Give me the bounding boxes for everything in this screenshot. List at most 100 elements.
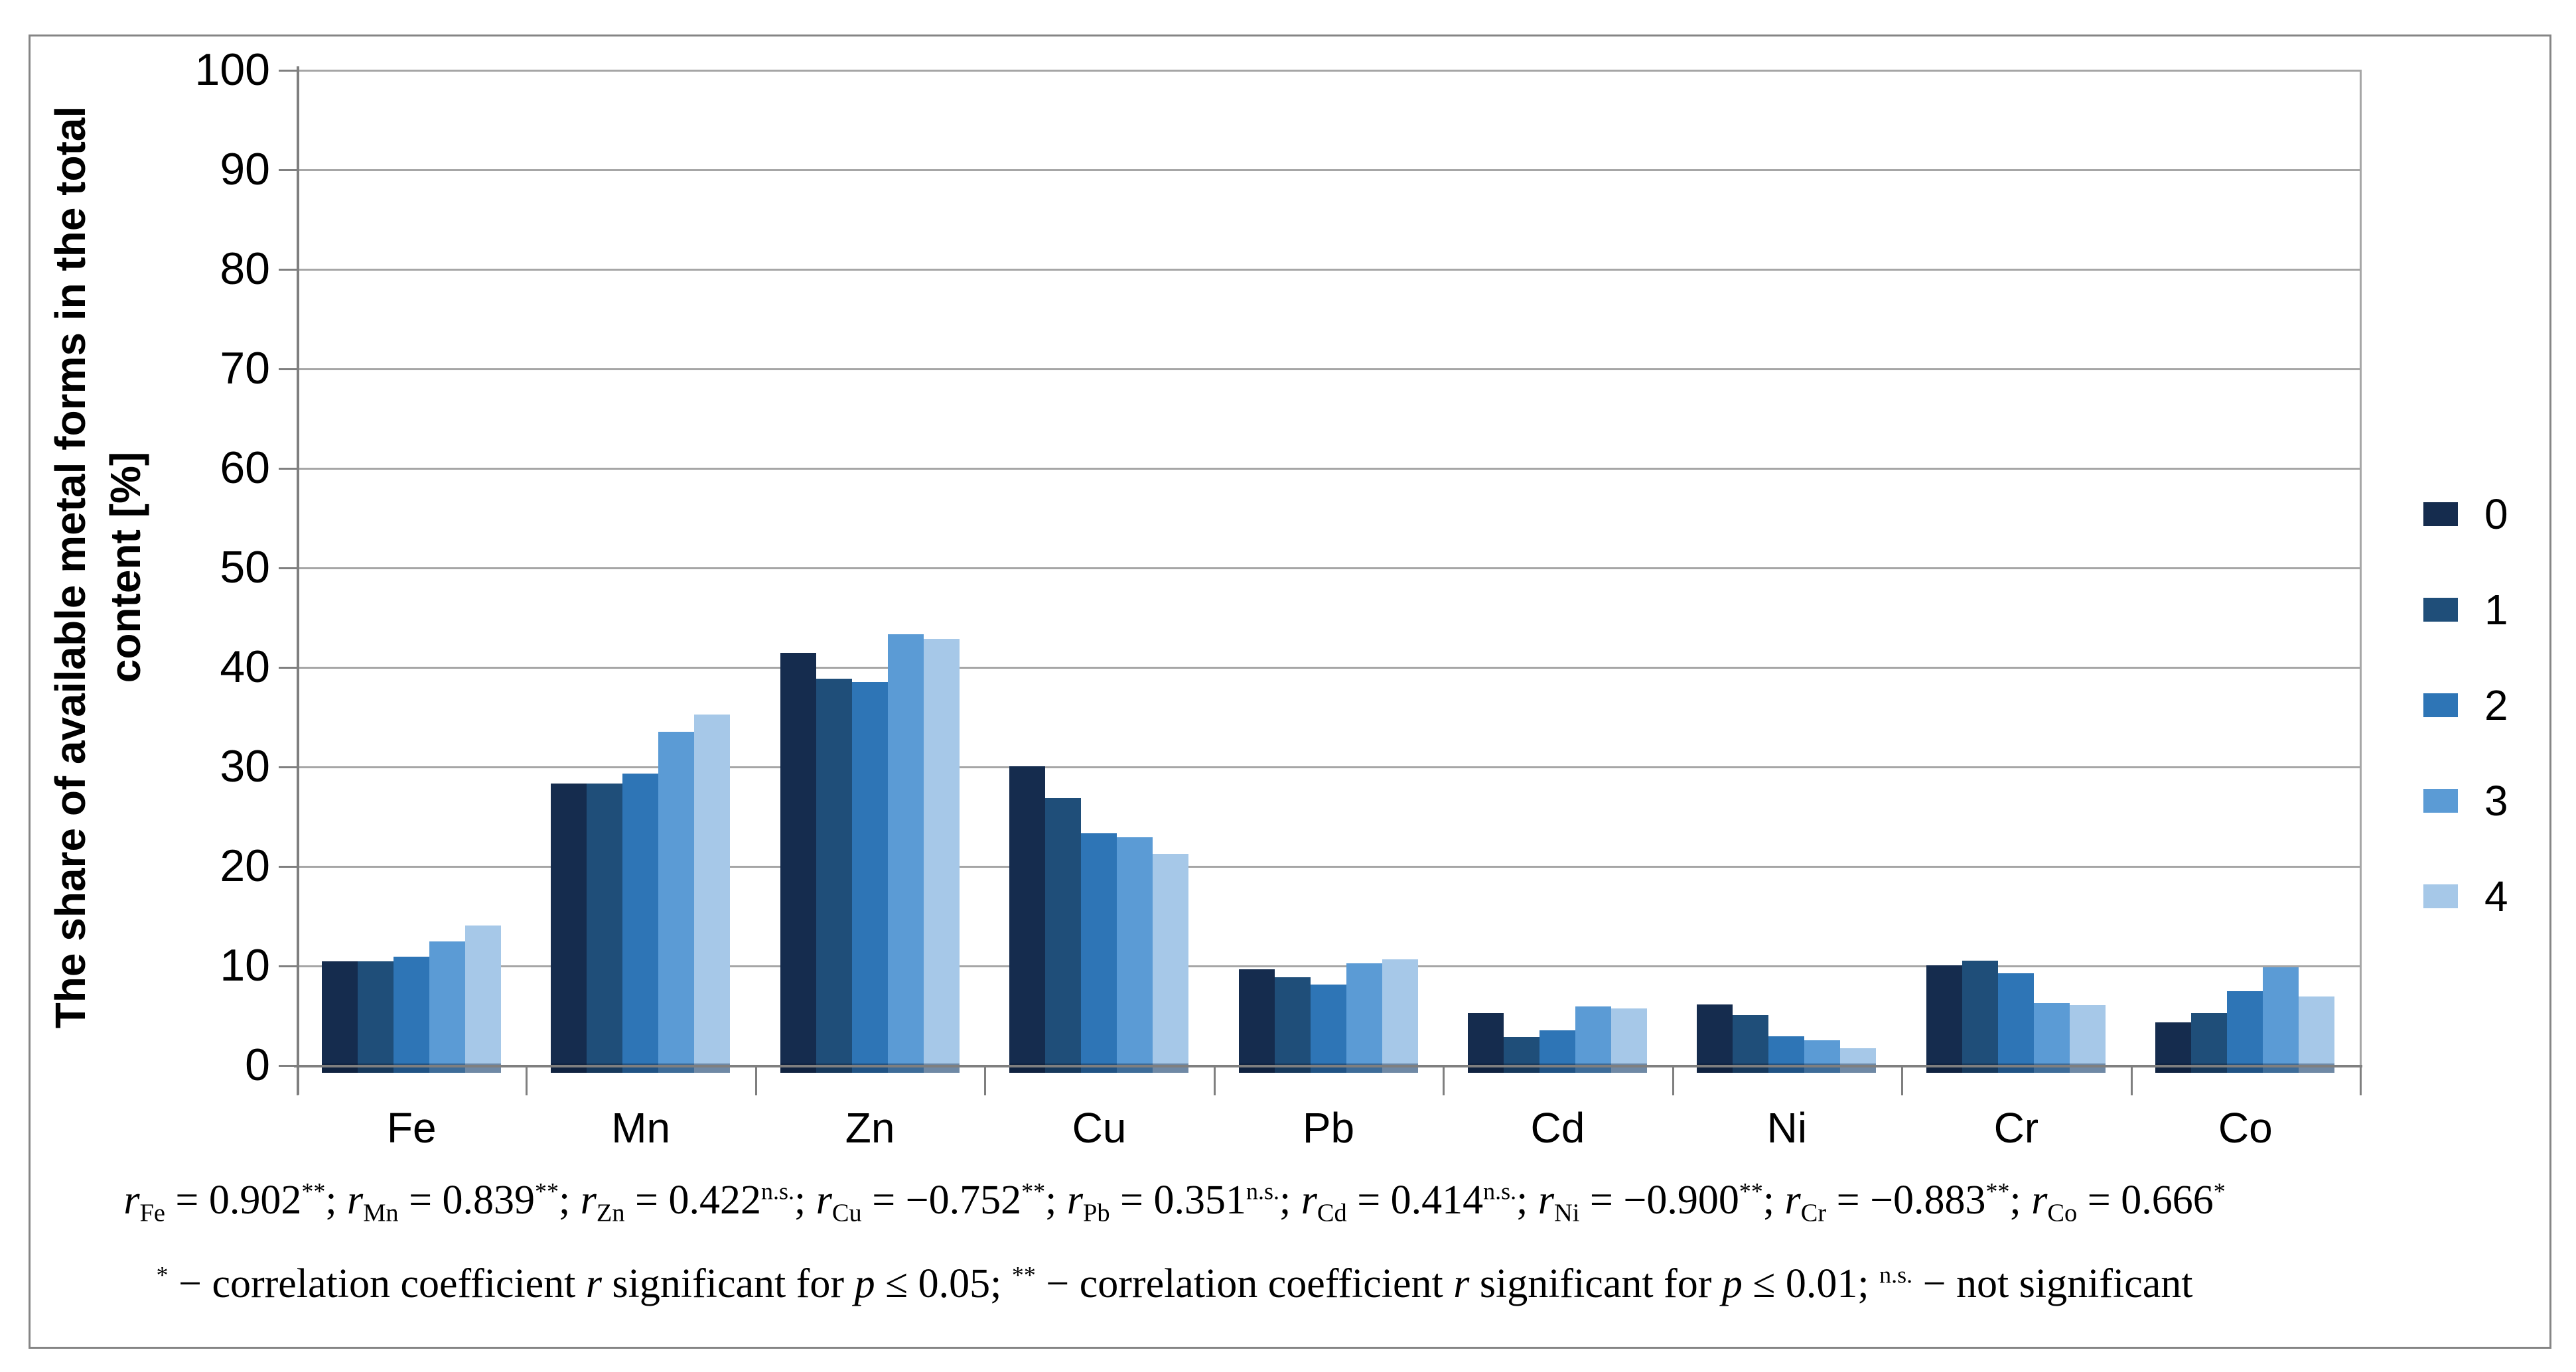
legend-item-3: 3 — [2423, 777, 2508, 825]
y-tick-label-90: 90 — [220, 144, 270, 194]
x-tick-5 — [1443, 1065, 1445, 1095]
legend-item-1: 1 — [2423, 586, 2508, 634]
x-tick-4 — [1213, 1065, 1216, 1095]
italic-symbol: p — [1721, 1261, 1743, 1306]
x-tick-3 — [984, 1065, 987, 1095]
bar-Mn-series3 — [658, 731, 695, 1073]
legend-swatch-0 — [2423, 502, 2458, 526]
bar-Cu-series3 — [1117, 837, 1153, 1073]
y-tick-40 — [279, 667, 297, 669]
gridline-40 — [297, 667, 2360, 669]
bar-Ni-series4 — [1840, 1048, 1877, 1073]
bar-Co-series2 — [2227, 991, 2263, 1073]
r-subscript-Mn: Mn — [363, 1199, 399, 1227]
y-tick-label-20: 20 — [220, 841, 270, 891]
y-tick-20 — [279, 866, 297, 868]
bar-Co-series1 — [2191, 1013, 2228, 1073]
y-tick-label-50: 50 — [220, 542, 270, 592]
bar-Fe-series4 — [465, 926, 501, 1073]
gridline-30 — [297, 766, 2360, 768]
x-label-Fe: Fe — [386, 1104, 437, 1152]
r-symbol: r — [1784, 1178, 1801, 1223]
legend-item-0: 0 — [2423, 490, 2508, 538]
bar-Zn-series3 — [887, 634, 924, 1073]
significance-mark-Mn: ** — [535, 1178, 559, 1205]
x-label-Ni: Ni — [1766, 1104, 1808, 1152]
bar-Pb-series1 — [1274, 977, 1311, 1073]
significance-mark-Ni: ** — [1739, 1178, 1763, 1205]
x-tick-6 — [1672, 1065, 1674, 1095]
bar-Pb-series3 — [1346, 963, 1382, 1073]
bar-Cu-series1 — [1045, 798, 1082, 1073]
legend-label-4: 4 — [2484, 872, 2508, 920]
y-tick-30 — [279, 766, 297, 768]
bar-Zn-series0 — [780, 653, 816, 1073]
legend-label-1: 1 — [2484, 586, 2508, 634]
footnote-correlations: rFe = 0.902**; rMn = 0.839**; rZn = 0.42… — [123, 1178, 2226, 1227]
bar-Mn-series2 — [622, 773, 659, 1073]
plot-right-border — [2360, 70, 2362, 1065]
y-tick-60 — [279, 468, 297, 470]
r-symbol: r — [816, 1178, 832, 1223]
r-symbol: r — [123, 1178, 140, 1223]
bar-Co-series3 — [2263, 967, 2299, 1073]
significance-key-mark: * — [156, 1261, 169, 1288]
bar-Zn-series2 — [851, 681, 888, 1073]
y-tick-label-0: 0 — [245, 1040, 270, 1090]
y-tick-70 — [279, 368, 297, 370]
bar-Cr-series0 — [1926, 965, 1962, 1073]
bar-Fe-series0 — [321, 961, 358, 1073]
x-label-Cd: Cd — [1530, 1104, 1585, 1152]
bar-Fe-series3 — [429, 941, 465, 1073]
r-subscript-Fe: Fe — [139, 1199, 165, 1227]
bar-Fe-series2 — [393, 956, 429, 1073]
bar-Cu-series2 — [1081, 833, 1117, 1073]
significance-key-mark: n.s. — [1879, 1261, 1913, 1288]
bar-Cd-series4 — [1610, 1008, 1647, 1073]
x-label-Zn: Zn — [845, 1104, 895, 1152]
gridline-80 — [297, 269, 2360, 271]
bar-Cu-series4 — [1153, 854, 1189, 1073]
gridline-20 — [297, 866, 2360, 868]
y-tick-50 — [279, 567, 297, 569]
r-subscript-Ni: Ni — [1553, 1199, 1580, 1227]
bar-Cr-series3 — [2033, 1003, 2070, 1073]
legend-swatch-2 — [2423, 693, 2458, 717]
y-tick-label-70: 70 — [220, 343, 270, 393]
x-label-Cr: Cr — [1993, 1104, 2039, 1152]
bar-Mn-series4 — [694, 715, 731, 1073]
r-symbol: r — [347, 1178, 364, 1223]
significance-mark-Cd: n.s. — [1483, 1178, 1517, 1205]
r-symbol: r — [1538, 1178, 1554, 1223]
bar-Cd-series3 — [1575, 1006, 1611, 1073]
bar-Zn-series1 — [816, 679, 852, 1073]
gridline-90 — [297, 169, 2360, 171]
legend-swatch-1 — [2423, 598, 2458, 622]
significance-mark-Pb: n.s. — [1246, 1178, 1279, 1205]
italic-symbol: r — [1453, 1261, 1470, 1306]
legend-label-2: 2 — [2484, 681, 2508, 729]
bar-Pb-series4 — [1382, 959, 1418, 1073]
y-tick-80 — [279, 269, 297, 271]
y-tick-label-40: 40 — [220, 642, 270, 692]
bar-Ni-series1 — [1733, 1015, 1769, 1073]
legend-label-3: 3 — [2484, 777, 2508, 825]
bar-Ni-series0 — [1697, 1004, 1733, 1073]
bar-Ni-series3 — [1804, 1040, 1841, 1073]
gridline-10 — [297, 965, 2360, 967]
gridline-70 — [297, 368, 2360, 370]
r-subscript-Cr: Cr — [1800, 1199, 1827, 1227]
y-tick-0 — [279, 1065, 297, 1067]
legend-label-0: 0 — [2484, 490, 2508, 538]
gridline-100 — [297, 70, 2360, 72]
legend-item-4: 4 — [2423, 872, 2508, 920]
significance-mark-Fe: ** — [301, 1178, 326, 1205]
r-symbol: r — [2031, 1178, 2048, 1223]
y-tick-label-60: 60 — [220, 443, 270, 493]
x-tick-8 — [2130, 1065, 2133, 1095]
gridline-60 — [297, 468, 2360, 470]
r-subscript-Pb: Pb — [1082, 1199, 1110, 1227]
r-symbol: r — [1066, 1178, 1083, 1223]
x-tick-7 — [1901, 1065, 1904, 1095]
y-tick-100 — [279, 70, 297, 72]
